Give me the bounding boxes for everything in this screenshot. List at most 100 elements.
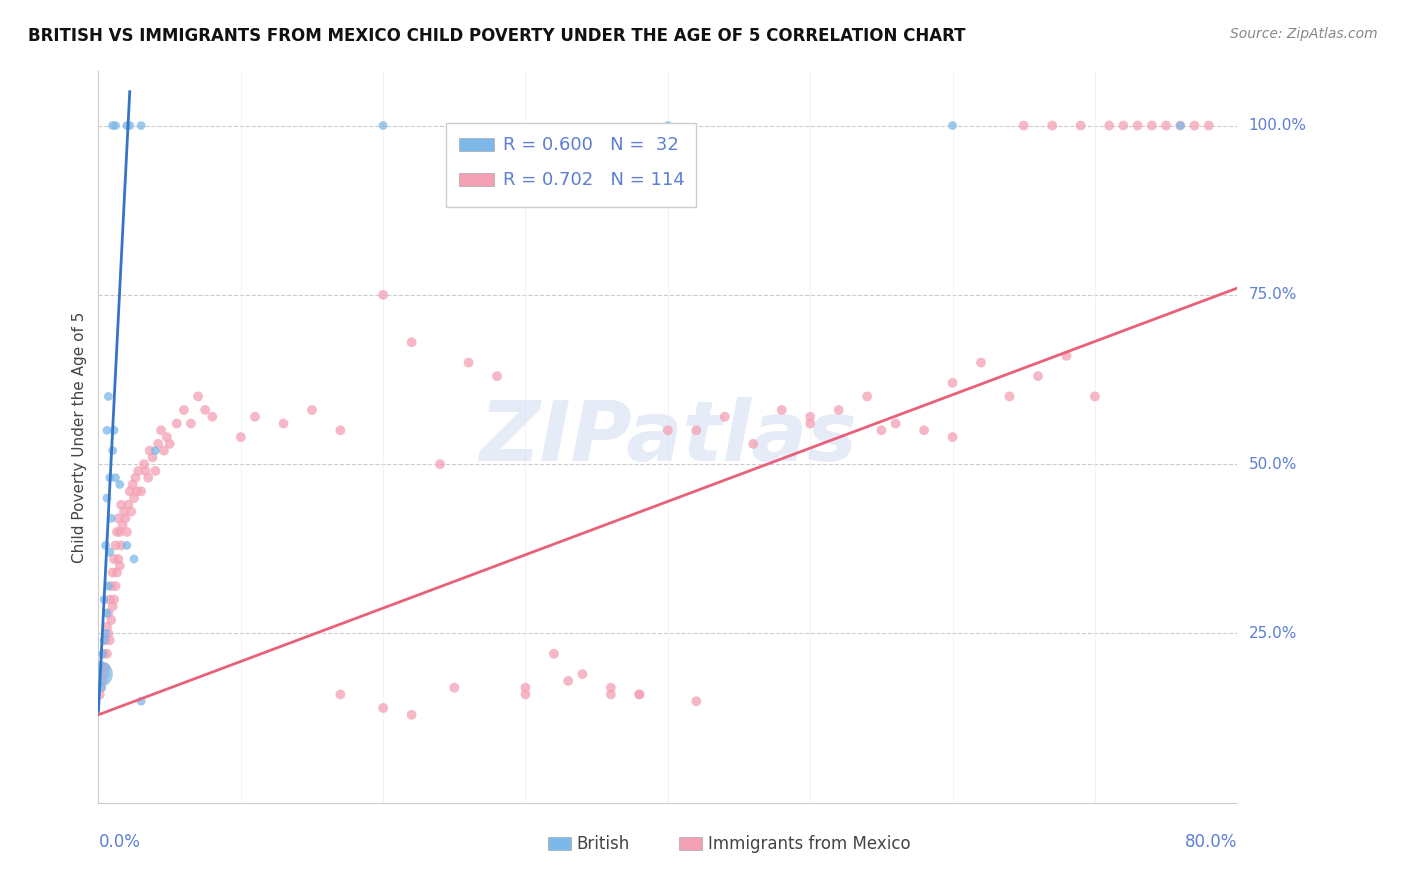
Point (114, 511, 136, 525)
Point (96, 620, 118, 634)
Point (141, 450, 163, 465)
Point (136, 471, 159, 485)
Point (93, 667, 115, 681)
Point (156, 430, 179, 444)
Point (100, 613, 122, 627)
Point (970, 355, 993, 369)
Point (112, 505, 135, 519)
Point (912, 423, 935, 437)
Text: British: British (576, 835, 630, 853)
Point (557, 673, 579, 688)
Point (329, 688, 352, 702)
Point (1154, 119, 1177, 133)
Text: 0.0%: 0.0% (98, 833, 141, 851)
Point (129, 484, 152, 499)
Point (96, 647, 118, 661)
Point (166, 417, 188, 431)
Point (96, 423, 118, 437)
Point (180, 417, 202, 431)
Point (828, 403, 851, 417)
Point (103, 592, 125, 607)
Point (98, 633, 121, 648)
Text: 50.0%: 50.0% (1249, 457, 1296, 472)
Point (1026, 369, 1049, 384)
Point (229, 430, 252, 444)
Point (273, 417, 295, 431)
Point (108, 524, 131, 539)
Point (127, 464, 149, 478)
Point (329, 423, 352, 437)
Point (515, 681, 537, 695)
Point (118, 484, 141, 499)
Point (101, 566, 124, 580)
Point (942, 430, 965, 444)
Point (301, 403, 323, 417)
Point (1098, 119, 1121, 133)
Point (600, 688, 623, 702)
Point (1184, 119, 1206, 133)
Point (1056, 349, 1078, 363)
FancyBboxPatch shape (679, 838, 702, 850)
Point (153, 443, 176, 458)
Point (515, 688, 537, 702)
Point (96, 606, 118, 620)
Point (115, 538, 138, 552)
Point (145, 464, 167, 478)
Text: 80.0%: 80.0% (1185, 833, 1237, 851)
Point (129, 694, 152, 708)
Point (94, 538, 117, 552)
Point (1170, 119, 1192, 133)
Point (90, 681, 112, 695)
Text: R = 0.600   N =  32: R = 0.600 N = 32 (503, 136, 679, 153)
Point (457, 355, 479, 369)
Point (98, 592, 121, 607)
Point (1084, 389, 1107, 403)
Point (1112, 119, 1135, 133)
Point (628, 688, 651, 702)
Point (105, 524, 128, 539)
Point (373, 701, 395, 715)
Y-axis label: Child Poverty Under the Age of 5: Child Poverty Under the Age of 5 (72, 311, 87, 563)
Point (121, 477, 143, 491)
Point (201, 409, 224, 424)
Point (91, 660, 114, 674)
Point (97, 626, 120, 640)
Point (942, 376, 965, 390)
Point (104, 471, 127, 485)
Point (120, 505, 142, 519)
Point (94, 626, 117, 640)
Point (401, 707, 423, 722)
Point (543, 647, 565, 661)
Point (93, 647, 115, 661)
Text: ZIPatlas: ZIPatlas (479, 397, 856, 477)
Point (1198, 119, 1220, 133)
Point (91, 673, 114, 688)
Point (100, 511, 122, 525)
Point (942, 119, 965, 133)
Point (115, 119, 138, 133)
Point (187, 389, 209, 403)
Point (600, 681, 623, 695)
Point (96, 491, 118, 505)
Point (117, 498, 139, 512)
Point (148, 437, 170, 451)
Point (856, 389, 879, 403)
FancyBboxPatch shape (460, 173, 494, 186)
Point (150, 423, 173, 437)
FancyBboxPatch shape (446, 122, 696, 207)
Point (89, 688, 111, 702)
Point (799, 417, 821, 431)
Point (129, 119, 152, 133)
Point (243, 409, 266, 424)
Point (657, 119, 679, 133)
Point (132, 457, 155, 471)
Point (105, 566, 128, 580)
Point (118, 119, 141, 133)
Point (93, 592, 115, 607)
Point (685, 694, 707, 708)
Point (194, 403, 217, 417)
Point (108, 558, 131, 573)
Point (799, 409, 821, 424)
Point (657, 423, 679, 437)
Text: 100.0%: 100.0% (1249, 118, 1306, 133)
